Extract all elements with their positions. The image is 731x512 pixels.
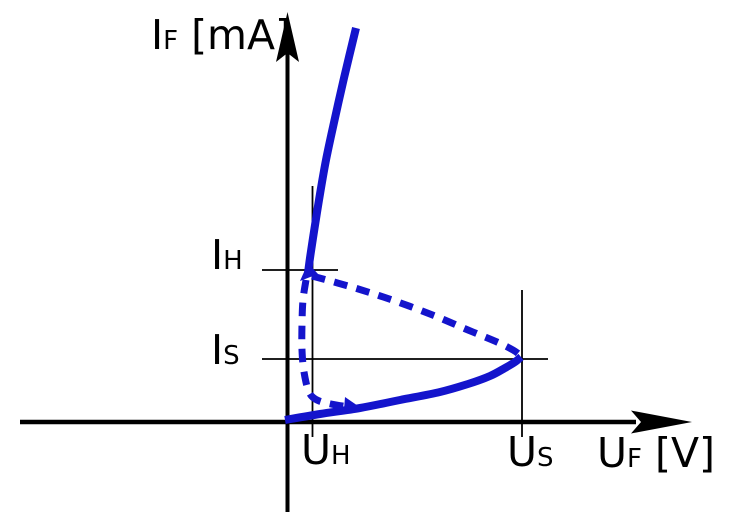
holding-current-subscript: H [223, 246, 243, 276]
y-axis-label: IF [mA] [151, 15, 291, 56]
y-axis-arrowhead-icon [276, 12, 299, 62]
holding-current-label: IH [211, 235, 243, 276]
holding-voltage-symbol: U [301, 426, 332, 474]
holding-voltage-label: UH [301, 430, 351, 471]
holding-voltage-subscript: H [331, 441, 351, 471]
y-axis-subscript: F [163, 26, 179, 56]
switching-current-symbol: I [211, 326, 224, 374]
return-path-arrowhead-icon [344, 397, 361, 410]
switching-current-subscript: S [223, 341, 240, 371]
curve-negative-resistance-branch [311, 272, 523, 358]
switching-current-label: IS [211, 330, 240, 371]
x-axis-label: UF [V] [597, 433, 715, 474]
curve-off-state-branch [284, 353, 524, 424]
x-axis-unit: [V] [654, 429, 716, 477]
x-axis-subscript: F [627, 444, 642, 474]
x-axis-quantity: U [597, 429, 628, 477]
hold-point-arrowhead-icon [300, 263, 318, 281]
curve-return-path [298, 279, 350, 411]
y-axis-unit: [mA] [191, 11, 292, 59]
switching-voltage-subscript: S [537, 443, 554, 473]
x-axis-arrowhead-icon [631, 410, 692, 434]
switching-voltage-label: US [507, 432, 554, 473]
holding-current-symbol: I [211, 231, 224, 279]
switching-voltage-symbol: U [507, 428, 538, 476]
curve-on-state-branch [304, 27, 360, 274]
y-axis-quantity: I [151, 11, 164, 59]
